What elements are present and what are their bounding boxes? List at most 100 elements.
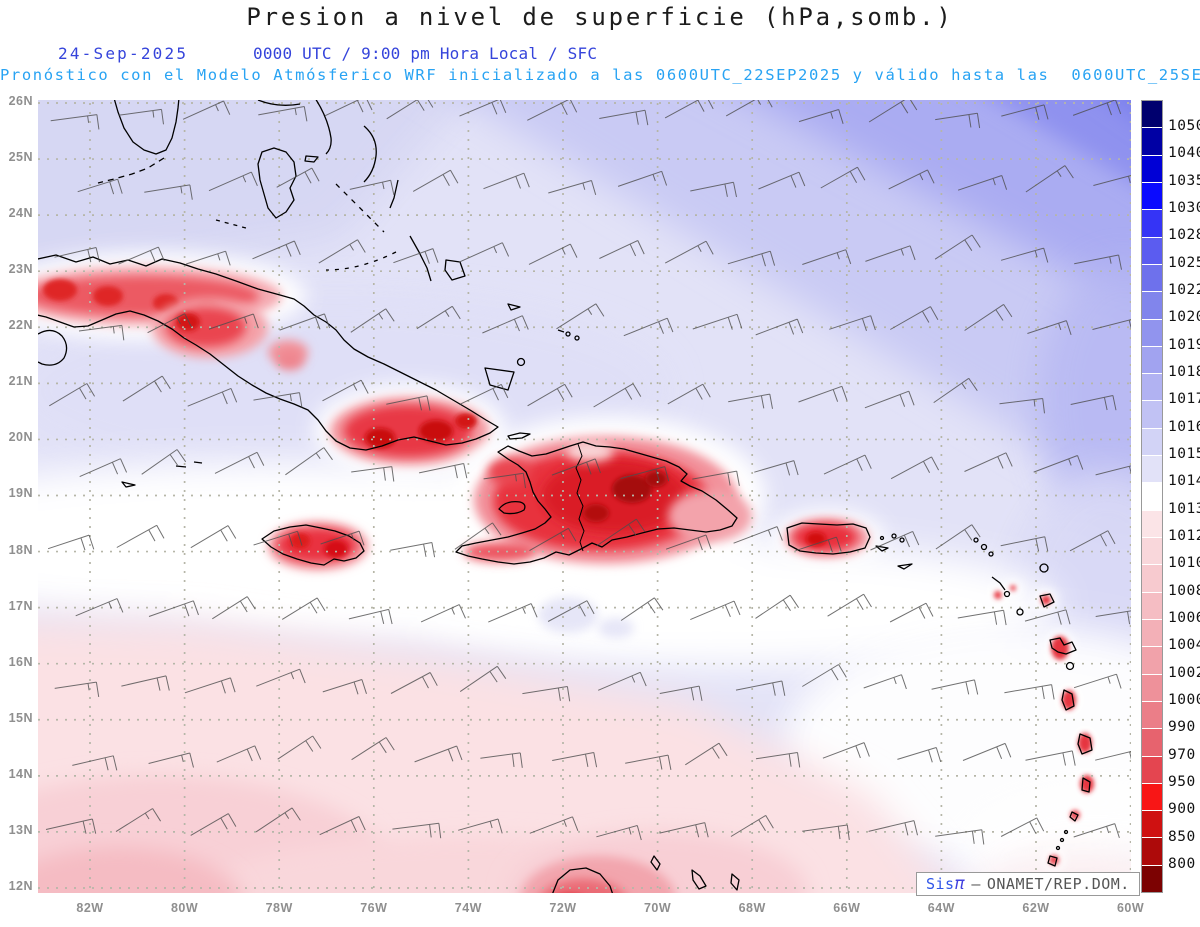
lon-tick-label: 74W [454, 901, 482, 915]
grenadines [1063, 829, 1069, 835]
wind-barb [416, 305, 461, 330]
wind-barb [54, 247, 100, 263]
lat-tick-label: 20N [8, 430, 33, 445]
wind-barb [186, 250, 231, 266]
wind-barb [390, 542, 436, 558]
wind-barb [889, 602, 934, 623]
colorbar-segment [1142, 592, 1162, 619]
wind-barb [483, 172, 530, 190]
wind-barb [281, 597, 326, 620]
wind-barb [659, 685, 703, 701]
colorbar-tick-label: 1000 [1168, 692, 1200, 709]
wind-barb [685, 742, 728, 766]
attribution-organization: ONAMET/REP.DOM. [986, 875, 1130, 893]
wind-barb [599, 240, 645, 259]
wind-barb [551, 458, 601, 476]
wind-barb [1000, 536, 1049, 552]
wind-barb [755, 594, 800, 619]
wind-barb [318, 239, 366, 264]
lon-tick-label: 76W [360, 901, 388, 915]
wind-barb [414, 745, 463, 763]
tortuga-island [507, 432, 531, 440]
wind-barb [351, 737, 395, 761]
wind-barb [690, 600, 741, 621]
colorbar-segment [1142, 210, 1162, 237]
anguilla [973, 537, 979, 543]
coastlines [38, 100, 1093, 893]
wind-barb [556, 303, 605, 330]
wind-barb [256, 668, 306, 687]
attribution-separator: – [971, 875, 981, 893]
wind-barb [935, 829, 985, 845]
wind-barb [593, 383, 642, 408]
wind-barb [690, 181, 737, 198]
wind-barb [258, 106, 308, 122]
wind-barb [212, 596, 256, 620]
wind-barb [667, 383, 711, 405]
lon-tick-label: 70W [643, 901, 672, 915]
wind-barb [253, 530, 303, 547]
barbuda [1039, 563, 1049, 573]
wind-barb [964, 303, 1013, 331]
wind-barbs-field [45, 100, 1131, 845]
wind-barb [596, 825, 642, 841]
colorbar-segment [1142, 619, 1162, 647]
marie-galante [1065, 661, 1075, 671]
wind-barb [75, 598, 124, 617]
wind-barb [795, 536, 842, 553]
cat-island [389, 179, 399, 209]
wind-barb [802, 664, 847, 687]
antigua [1039, 593, 1055, 608]
colorbar-tick-label: 1020 [1168, 309, 1200, 326]
wind-barb [216, 745, 262, 763]
wind-barb [725, 100, 773, 117]
wind-barb [758, 171, 806, 190]
wind-barb [935, 524, 981, 550]
colorbar-segment [1142, 729, 1162, 756]
wind-barb [392, 822, 442, 839]
wind-barb [733, 526, 783, 544]
lat-tick-label: 19N [8, 486, 33, 501]
cuba-coastline [38, 254, 499, 451]
wind-barb [147, 313, 192, 334]
wind-barb [527, 383, 573, 407]
wind-barb [890, 456, 940, 480]
wind-barb [190, 813, 237, 836]
colorbar-tick-label: 1022 [1168, 281, 1200, 298]
colorbar-segment [1142, 292, 1162, 319]
wind-barb [54, 681, 100, 697]
colorbar-tick-label: 950 [1168, 774, 1196, 791]
colorbar-tick-label: 1019 [1168, 336, 1200, 353]
wind-barb [864, 390, 915, 409]
wind-barb [148, 752, 194, 768]
colorbar-tick-label: 1008 [1168, 582, 1200, 599]
wind-barb [279, 313, 331, 331]
colorbar-tick-label: 1050 [1168, 117, 1200, 134]
colorbar-tick-label: 1006 [1168, 610, 1200, 627]
lavender-patch [598, 618, 634, 638]
wind-barb [802, 249, 852, 265]
wind-barb [664, 240, 714, 264]
grenadines [1055, 845, 1061, 851]
wind-barb [187, 387, 238, 407]
wind-barb [122, 375, 171, 402]
wind-barb [208, 313, 259, 330]
wind-barb [459, 665, 507, 693]
wind-barb [692, 470, 740, 486]
wind-barb [820, 166, 866, 189]
wind-barb [148, 600, 199, 617]
wind-barb [118, 246, 165, 265]
puerto-rico-coastline [786, 522, 871, 555]
grenadines [1059, 837, 1065, 843]
page-title: Presion a nivel de superficie (hPa,somb.… [246, 3, 954, 31]
grand-bahama [257, 100, 301, 106]
eleuthera-island [363, 125, 377, 183]
lat-tick-label: 12N [8, 878, 33, 893]
wind-barb [1027, 320, 1072, 336]
colorbar-tick-label: 990 [1168, 719, 1196, 736]
lon-tick-label: 80W [170, 901, 199, 915]
lat-tick-label: 26N [8, 94, 33, 108]
grenada [1047, 855, 1058, 867]
lon-tick-label: 68W [738, 901, 766, 915]
wind-barb [735, 680, 786, 696]
